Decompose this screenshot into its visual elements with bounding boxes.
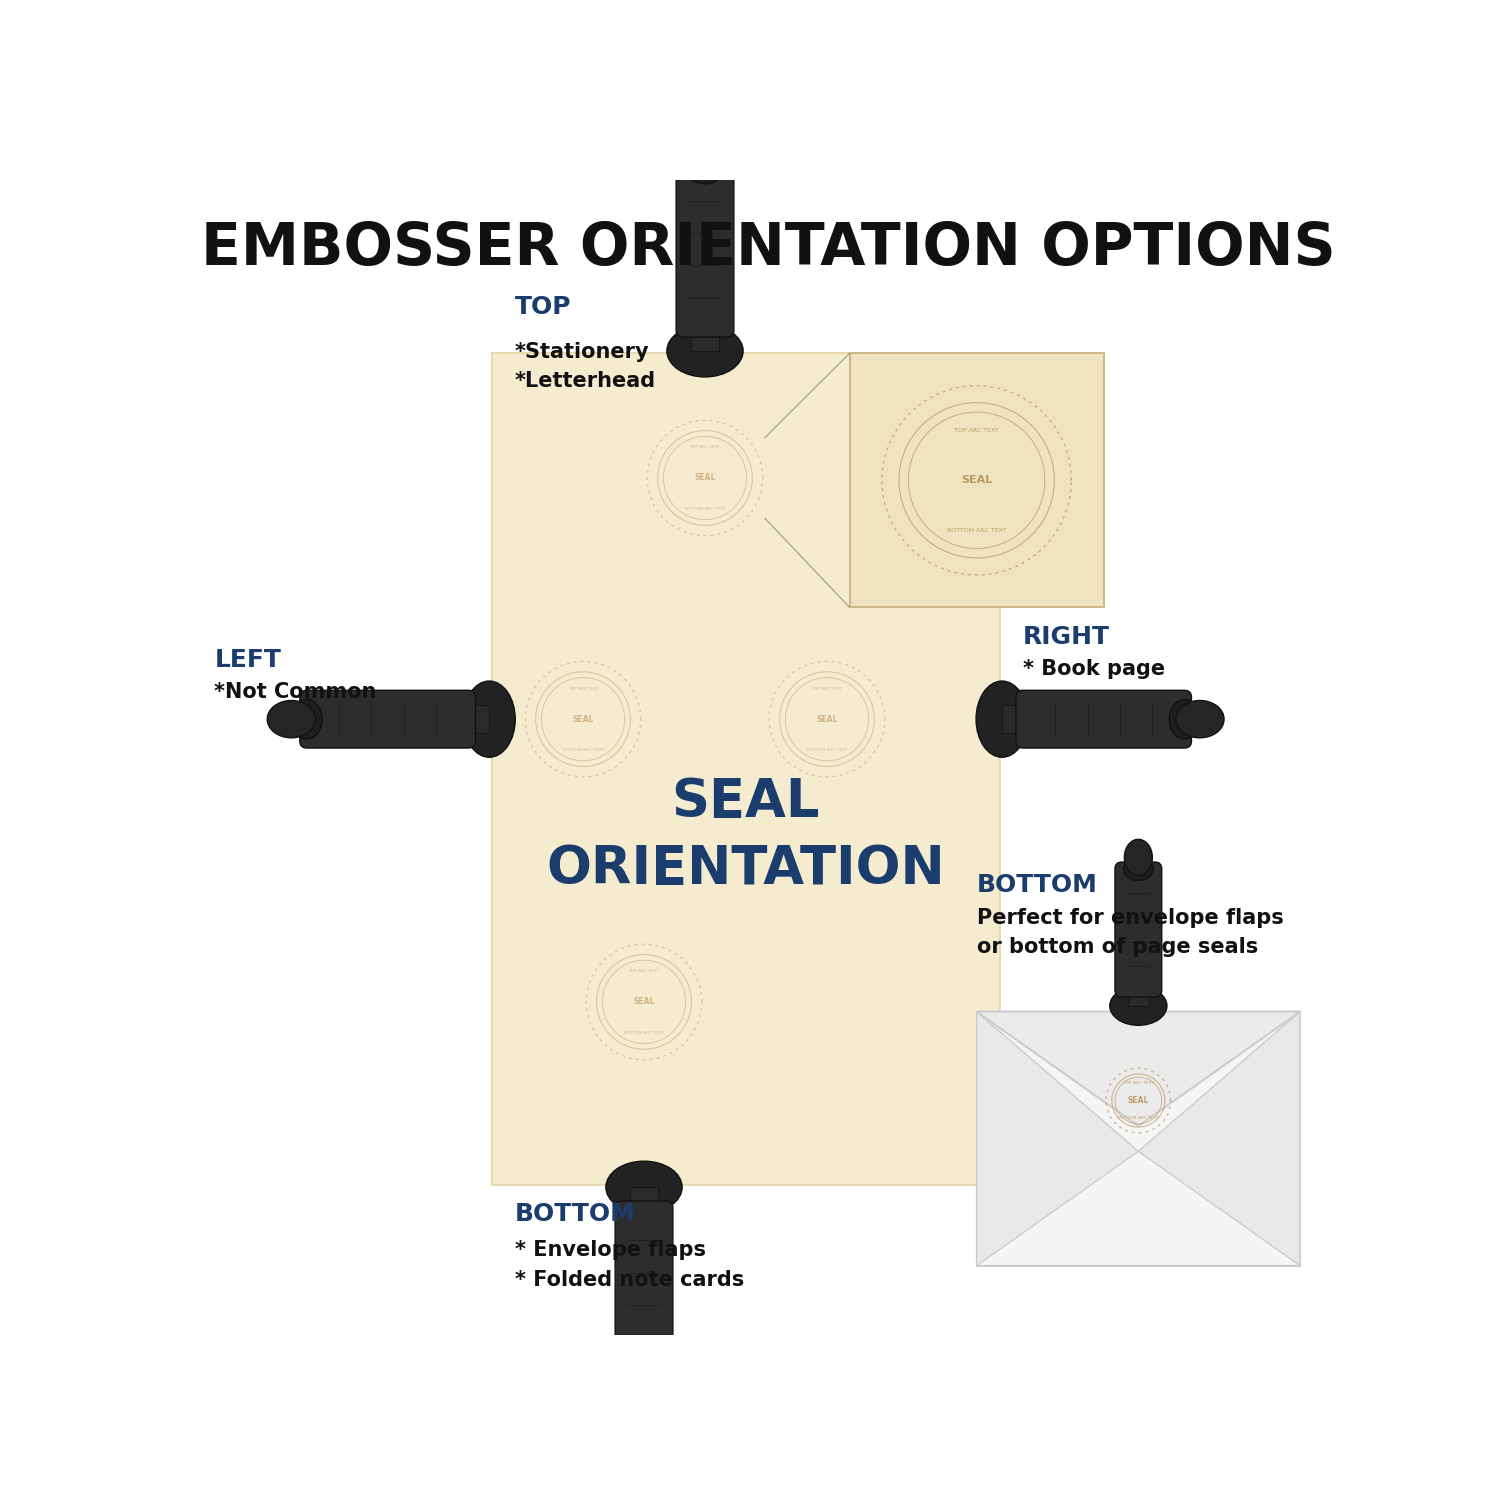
Text: SEAL: SEAL [633, 998, 654, 1006]
Text: SEAL: SEAL [962, 476, 993, 486]
Polygon shape [1138, 1011, 1300, 1266]
Text: BOTTOM: BOTTOM [514, 1202, 636, 1225]
Ellipse shape [1176, 700, 1224, 738]
Text: RIGHT: RIGHT [1023, 624, 1110, 648]
Text: BOTTOM ARC TEXT: BOTTOM ARC TEXT [562, 748, 603, 752]
Text: BOTTOM ARC TEXT: BOTTOM ARC TEXT [624, 1030, 664, 1035]
Text: LEFT: LEFT [214, 648, 280, 672]
Ellipse shape [668, 326, 742, 376]
Ellipse shape [1168, 699, 1200, 740]
Text: *Stationery
*Letterhead: *Stationery *Letterhead [514, 342, 656, 392]
Ellipse shape [1110, 987, 1167, 1026]
Text: BOTTOM ARC TEXT: BOTTOM ARC TEXT [807, 748, 847, 752]
Text: TOP ARC TEXT: TOP ARC TEXT [628, 969, 660, 974]
Ellipse shape [291, 699, 322, 740]
FancyBboxPatch shape [1016, 690, 1191, 748]
Text: * Envelope flaps
* Folded note cards: * Envelope flaps * Folded note cards [514, 1240, 744, 1290]
Ellipse shape [687, 129, 723, 177]
Ellipse shape [626, 1360, 663, 1408]
FancyBboxPatch shape [300, 690, 476, 748]
Text: SEAL: SEAL [672, 777, 820, 828]
Ellipse shape [1124, 858, 1154, 880]
Text: * Book page: * Book page [1023, 660, 1166, 680]
Text: SEAL: SEAL [573, 714, 594, 723]
Text: TOP ARC TEXT: TOP ARC TEXT [954, 427, 999, 432]
Bar [692, 330, 718, 351]
Text: TOP ARC TEXT: TOP ARC TEXT [812, 687, 843, 690]
Text: TOP ARC TEXT: TOP ARC TEXT [567, 687, 598, 690]
Text: BOTTOM ARC TEXT: BOTTOM ARC TEXT [1118, 1116, 1160, 1119]
Text: Perfect for envelope flaps
or bottom of page seals: Perfect for envelope flaps or bottom of … [976, 908, 1284, 957]
Text: TOP ARC TEXT: TOP ARC TEXT [690, 446, 720, 450]
Bar [1128, 990, 1149, 1006]
Ellipse shape [1125, 840, 1152, 876]
Bar [630, 1186, 658, 1208]
Ellipse shape [624, 1354, 664, 1384]
Text: BOTTOM ARC TEXT: BOTTOM ARC TEXT [946, 528, 1006, 532]
Ellipse shape [464, 681, 514, 758]
Ellipse shape [606, 1161, 682, 1214]
Bar [1002, 705, 1023, 734]
Ellipse shape [267, 700, 315, 738]
Text: ORIENTATION: ORIENTATION [546, 843, 945, 896]
Bar [468, 705, 489, 734]
Text: SEAL: SEAL [1128, 1096, 1149, 1106]
Ellipse shape [686, 153, 724, 184]
Text: *Not Common: *Not Common [214, 682, 376, 702]
Text: BOTTOM ARC TEXT: BOTTOM ARC TEXT [684, 507, 726, 510]
Ellipse shape [976, 681, 1028, 758]
FancyBboxPatch shape [615, 1202, 674, 1377]
Polygon shape [976, 1011, 1300, 1126]
Text: SEAL: SEAL [816, 714, 837, 723]
Bar [849, 354, 1104, 608]
Text: TOP ARC TEXT: TOP ARC TEXT [1124, 1082, 1154, 1086]
Text: TOP: TOP [514, 296, 572, 320]
Bar [976, 1011, 1300, 1266]
Text: BOTTOM: BOTTOM [976, 873, 1098, 897]
Text: SEAL: SEAL [694, 474, 715, 483]
Bar [492, 354, 999, 1185]
FancyBboxPatch shape [676, 162, 734, 338]
Text: EMBOSSER ORIENTATION OPTIONS: EMBOSSER ORIENTATION OPTIONS [201, 220, 1336, 278]
Polygon shape [976, 1011, 1138, 1266]
FancyBboxPatch shape [1114, 862, 1161, 998]
